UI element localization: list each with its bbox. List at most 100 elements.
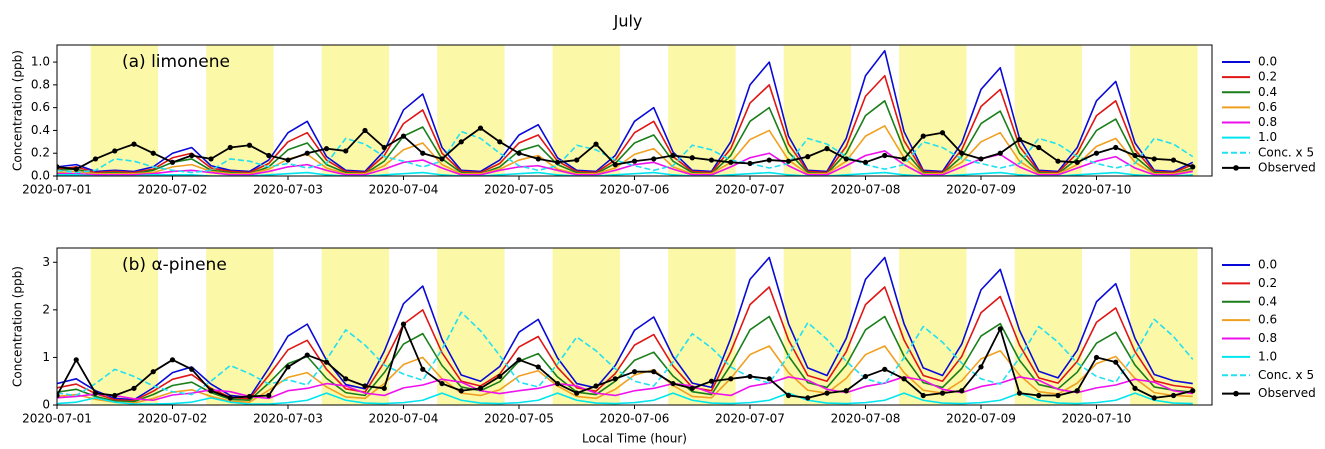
observed-point	[978, 364, 984, 370]
y-axis-label: Concentration (ppb)	[11, 266, 25, 387]
y-tick-label: 0.0	[31, 169, 50, 183]
observed-point	[882, 366, 888, 372]
observed-point	[458, 388, 464, 394]
observed-point	[1151, 395, 1157, 401]
x-tick-label: 2020-07-04	[369, 183, 439, 197]
observed-point	[1151, 156, 1157, 162]
daytime-band	[437, 248, 505, 405]
observed-point	[285, 157, 291, 163]
series-line	[57, 125, 1193, 175]
legend-label: Conc. x 5	[1258, 145, 1314, 159]
observed-point	[728, 159, 734, 165]
observed-point	[381, 385, 387, 391]
observed-point	[651, 369, 657, 375]
series-line	[57, 286, 1193, 402]
x-tick-label: 2020-07-06	[600, 183, 670, 197]
observed-point	[439, 380, 445, 387]
daytime-band	[668, 248, 736, 405]
x-tick-label: 2020-07-09	[946, 183, 1016, 197]
x-tick-label: 2020-07-03	[253, 183, 323, 197]
x-tick-label: 2020-07-07	[715, 412, 785, 426]
observed-point	[57, 392, 60, 399]
y-tick-label: 0.4	[31, 123, 50, 137]
daytime-band	[552, 45, 621, 176]
x-tick-label: 2020-07-05	[484, 183, 554, 197]
daytime-band	[1014, 248, 1083, 405]
x-tick-label: 2020-07-04	[369, 412, 439, 426]
series-line	[57, 323, 1193, 399]
observed-point	[824, 390, 830, 396]
x-tick-label: 2020-07-08	[831, 412, 901, 426]
observed-point	[535, 364, 541, 370]
legend-label: 0.8	[1258, 115, 1277, 129]
series-line	[57, 376, 1193, 402]
observed-point	[1074, 388, 1080, 394]
observed-point	[901, 156, 907, 162]
x-tick-label: 2020-07-10	[1062, 183, 1132, 197]
observed-point	[266, 392, 272, 399]
y-tick-label: 1.0	[31, 55, 50, 69]
observed-point	[670, 152, 676, 159]
legend-label: 0.0	[1258, 258, 1277, 272]
observed-point	[554, 380, 561, 387]
observed-point	[150, 369, 156, 375]
observed-point	[131, 141, 137, 147]
observed-point	[689, 385, 695, 391]
observed-point	[150, 150, 156, 156]
legend-label: 0.2	[1258, 276, 1277, 290]
observed-point	[843, 156, 849, 162]
figure-title: July	[613, 12, 643, 31]
observed-point	[92, 390, 99, 396]
observed-point	[593, 141, 599, 147]
observed-point	[1036, 144, 1042, 151]
x-tick-label: 2020-07-03	[253, 412, 323, 426]
x-tick-label: 2020-07-09	[946, 412, 1016, 426]
observed-point	[477, 125, 484, 131]
observed-point	[497, 139, 503, 145]
observed-point	[805, 154, 811, 160]
observed-point	[631, 369, 638, 375]
observed-point	[381, 144, 387, 151]
observed-point	[1055, 392, 1061, 399]
plot-area	[57, 45, 1198, 176]
observed-point	[1190, 388, 1196, 394]
observed-point	[805, 395, 811, 401]
observed-point	[843, 388, 849, 394]
legend-label: 0.6	[1258, 313, 1277, 327]
observed-point	[1190, 164, 1196, 170]
observed-point	[208, 156, 214, 162]
observed-point	[112, 392, 118, 399]
observed-point	[420, 366, 426, 372]
x-tick-label: 2020-07-08	[831, 183, 901, 197]
observed-point	[497, 373, 503, 380]
series-line	[57, 130, 1194, 174]
legend-label: 0.8	[1258, 331, 1277, 345]
observed-point	[1093, 150, 1100, 156]
daytime-band	[437, 45, 505, 176]
observed-point	[362, 127, 368, 134]
observed-point	[1016, 390, 1023, 396]
daytime-band	[668, 45, 736, 176]
y-tick-label: 0	[42, 398, 50, 412]
observed-point	[227, 395, 233, 401]
observed-point	[574, 157, 580, 163]
series-line	[57, 171, 1193, 176]
observed-point	[1016, 136, 1023, 143]
legend-label: Conc. x 5	[1258, 368, 1314, 382]
series-line	[57, 74, 1194, 174]
observed-point	[766, 376, 772, 382]
observed-point	[1170, 157, 1177, 163]
observed-point	[670, 380, 676, 387]
observed-point	[343, 148, 349, 154]
series-line	[57, 150, 1193, 176]
observed-point	[169, 357, 176, 363]
observed-point	[112, 148, 118, 154]
legend-label: 0.4	[1258, 294, 1277, 308]
observed-point	[420, 150, 426, 156]
observed-point	[458, 139, 464, 145]
plot-area	[57, 248, 1198, 405]
observed-point	[1036, 392, 1042, 399]
x-tick-label: 2020-07-01	[22, 183, 92, 197]
legend-label: 1.0	[1258, 349, 1277, 363]
legend-label: 0.6	[1258, 100, 1277, 114]
